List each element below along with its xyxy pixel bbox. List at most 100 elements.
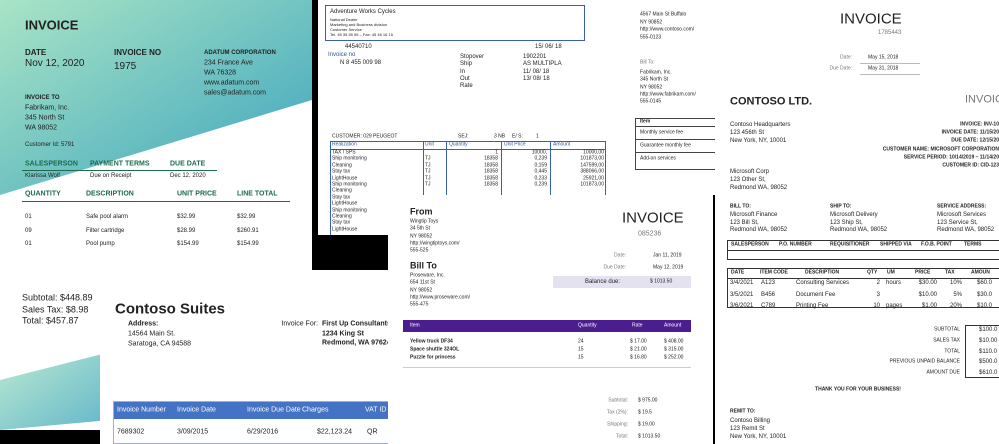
contoso-suites-invoice-for: Redmond, WA 97624 [322, 339, 391, 347]
adventure-header: Tel. 45 35 55 55 – Fax: 45 46 16 15 [330, 32, 393, 37]
fabrikam-items-rows: Filter cartridge [86, 227, 125, 234]
contoso-ltd-lines-rows: C789 [761, 303, 776, 309]
contoso-ltd-lines-rows: Document Fee [796, 291, 836, 298]
contoso-ltd-lines-rows: 3/4/2021 [730, 280, 754, 286]
adventure-table-rows: TJ [425, 168, 431, 175]
fabrikam-items-rows: Pool pump [86, 241, 115, 247]
contoso-ltd-ship-to: 123 Ship St, [830, 219, 863, 226]
adventure-customer: SEJ: [458, 133, 469, 140]
wingtip-bill-to: Proseware, Inc. [410, 272, 445, 279]
contoso-suites-table-headers: Invoice Due Date [247, 406, 301, 414]
buffalo-title: INVOICE [840, 10, 902, 28]
contoso-ltd-lines-headers: DESCRIPTION [805, 269, 840, 276]
contoso-ltd-ship-to-label: SHIP TO: [830, 203, 852, 210]
contoso-ltd-summary-labels: SUBTOTAL [934, 326, 960, 333]
fabrikam-date: Nov 12, 2020 [25, 58, 85, 69]
wingtip-table-rows: $ 21.00 [630, 346, 647, 353]
contoso-ltd-remit-label: REMIT TO: [730, 408, 756, 415]
contoso-ltd-summary-values: $100.0 [979, 327, 998, 333]
rule [501, 141, 502, 235]
wingtip-total-labels: Shipping: [607, 421, 628, 428]
contoso-ltd-details: CUSTOMER NAME: MICROSOFT CORPORATION [882, 146, 999, 153]
buffalo-bill-to-label: Bill To: [640, 59, 655, 66]
adventure-table-rows: 18358 [484, 175, 498, 182]
contoso-ltd-ship-to: Redmond WA, 98052 [830, 227, 888, 233]
contoso-ltd-remit: New York, NY, 10001 [730, 434, 787, 440]
wingtip-table-headers: Amount [664, 322, 682, 329]
adventure-field-values: AS MULTIPLA [523, 61, 562, 68]
wingtip-total-values: $ 19.00 [638, 421, 655, 428]
contoso-ltd-lines-headers: AMOUN [971, 269, 990, 276]
fabrikam-invoice-no: 1975 [114, 61, 137, 72]
contoso-ltd-details: INVOICE: INV-10 [960, 121, 999, 128]
rule [727, 278, 999, 279]
adventure-header: Customer Service [330, 27, 362, 32]
adventure-table-rows: 18358 [484, 162, 498, 169]
fabrikam-company: www.adatum.com [204, 79, 260, 87]
wingtip-table-headers: Quantity [578, 322, 597, 329]
rule [22, 201, 290, 202]
buffalo-due: May 31, 2018 [868, 65, 899, 72]
fabrikam-title: INVOICE [25, 17, 79, 33]
wingtip-date-label: Date: [614, 252, 626, 259]
adventure-table-extra-rows: Cleaning [332, 187, 352, 194]
adventure-field-labels: Stopover [460, 54, 485, 60]
contoso-ltd-bill-to: 123 Bill St, [730, 219, 759, 226]
contoso-ltd-lines-rows: $60.0 [977, 280, 993, 286]
adventure-table-rows: 0,159 [534, 162, 547, 169]
wingtip-table-rows: 15 [578, 346, 584, 353]
contoso-ltd-lines-rows: 3/5/2021 [730, 291, 754, 298]
adventure-table-rows: 18358 [484, 168, 498, 175]
wingtip-table-rows: 15 [578, 354, 584, 361]
buffalo-items: Add-on services [640, 155, 676, 162]
contoso-suites-invoice-for: First Up Consultants [322, 320, 391, 328]
contoso-ltd-lines-headers: QTY [867, 269, 878, 276]
teal-background [0, 0, 312, 430]
wingtip-table-rows: Puzzle for princess [410, 354, 456, 361]
fabrikam-invoice-to-label: INVOICE TO [25, 95, 60, 101]
fabrikam-items-rows: $154.99 [177, 241, 199, 247]
wingtip-table-headers: Rate [632, 322, 643, 329]
contoso-ltd-lines-rows: $10.00 [918, 291, 937, 298]
contoso-ltd-service-label: SERVICE ADDRESS: [937, 203, 987, 210]
wingtip-total-labels: Tax (2%): [606, 409, 628, 416]
summary-box [965, 325, 999, 378]
contoso-ltd-order-headers: P.O. NUMBER [779, 241, 812, 248]
adventure-table-rows: 0,233 [534, 175, 547, 182]
adventure-table-rows: 10000,00 [583, 149, 604, 156]
contoso-ltd-thanks: THANK YOU FOR YOUR BUSINESS! [815, 386, 901, 393]
contoso-ltd-lines-rows: $30.0 [977, 291, 993, 298]
adventure-table-rows: TJ [425, 162, 431, 169]
fabrikam-items-rows: $32.99 [177, 214, 196, 220]
contoso-ltd-lines-rows: 20% [949, 303, 962, 309]
contoso-ltd-lines-rows: $10.0 [977, 303, 993, 309]
adventure-table-headers: Realization [332, 141, 357, 148]
wingtip-due: May 12, 2019 [653, 264, 684, 271]
adventure-field-labels: Rate [460, 83, 473, 90]
contoso-ltd-customer: 123 Other St, [730, 177, 766, 183]
wingtip-from: http://wingtiptoys.com/ [410, 240, 460, 247]
fabrikam-items-rows: $154.99 [237, 241, 259, 247]
fabrikam-terms-values: Dec 12, 2020 [170, 173, 206, 179]
buffalo-bill-to: 555-0145 [640, 98, 662, 105]
fabrikam-terms-values: Klarissa Wolf [25, 173, 60, 179]
contoso-ltd-lines-rows: Consulting Services [796, 280, 850, 286]
adventure-field-values: 13/ 08/ 18 [523, 75, 550, 82]
wingtip-from-label: From [410, 206, 433, 217]
rule [330, 149, 606, 150]
wingtip-table-rows: Space shuttle 324OL [410, 346, 460, 353]
adventure-table-rows: TAX \ SPS [332, 149, 356, 156]
table-header [403, 320, 691, 332]
contoso-ltd-address: 123 456th St [730, 130, 765, 136]
fabrikam-terms-headers: DUE DATE [170, 160, 206, 168]
contoso-ltd-order-headers: F.O.B. POINT [921, 241, 952, 248]
contoso-suites-table-row: $22,123.24 [316, 428, 352, 436]
rule [22, 170, 217, 171]
contoso-ltd-lines-rows: 5% [953, 291, 962, 298]
buffalo-items: Guarantee monthly fee [640, 142, 691, 149]
fabrikam-items-rows: $32.99 [237, 214, 256, 220]
wingtip-due-label: Due Date: [603, 264, 626, 271]
contoso-ltd-remit: 123 Remit St [730, 426, 765, 432]
contoso-ltd-service: Microsoft Services [937, 212, 987, 218]
contoso-ltd-lines-rows: $30.00 [918, 280, 937, 286]
